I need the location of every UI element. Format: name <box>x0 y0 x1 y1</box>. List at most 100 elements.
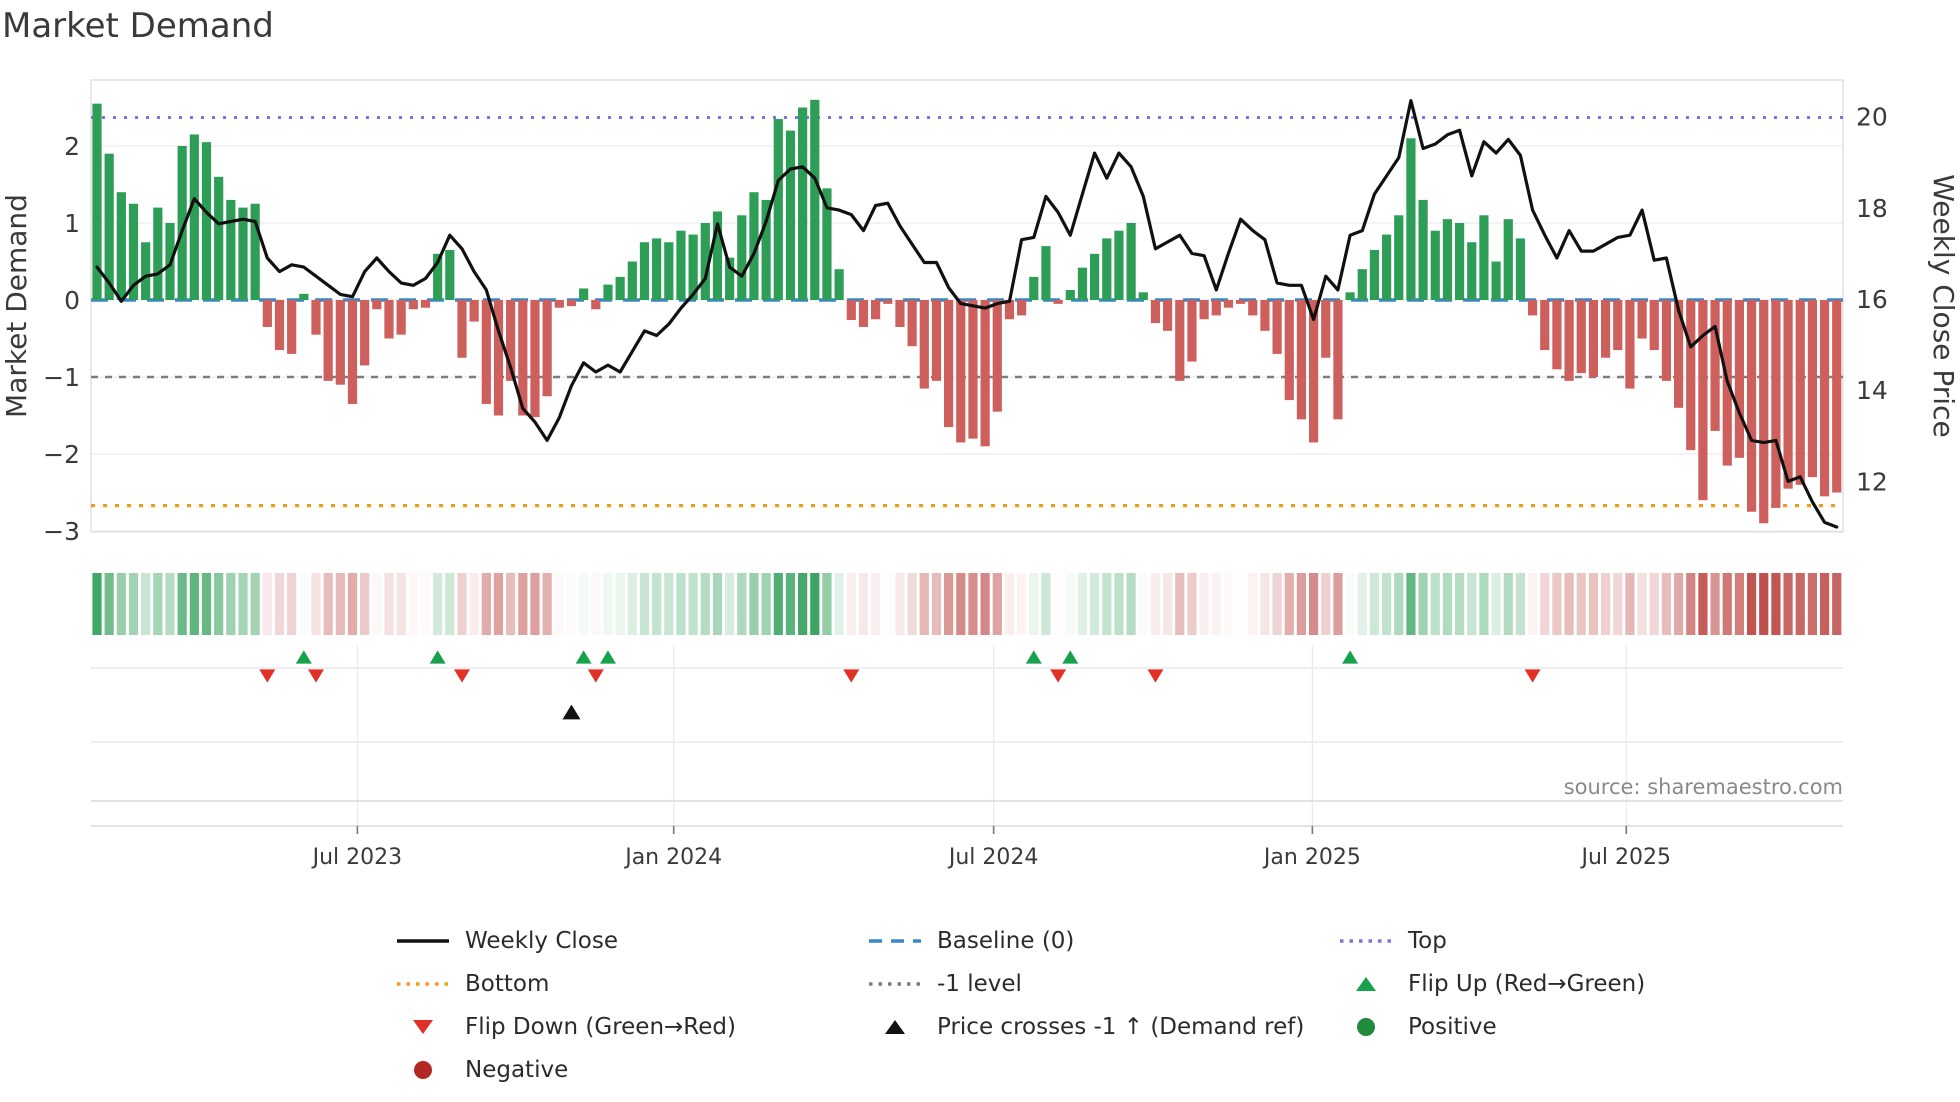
heatmap-cell <box>1722 573 1732 635</box>
demand-bar-positive <box>798 107 808 300</box>
demand-bar-negative <box>1600 300 1611 358</box>
demand-bar-positive <box>153 207 163 300</box>
demand-bar-positive <box>250 203 260 300</box>
heatmap-cell <box>1783 573 1793 635</box>
heatmap-cell <box>1686 573 1696 635</box>
demand-bar-positive <box>1454 223 1465 300</box>
demand-bar-positive <box>1102 238 1112 300</box>
heatmap-cell <box>189 573 199 635</box>
demand-bar-negative <box>481 300 491 404</box>
heatmap-cell <box>749 573 759 635</box>
heatmap-cell <box>1600 573 1611 635</box>
heatmap-cell <box>214 573 224 635</box>
demand-bar-negative <box>1248 300 1258 316</box>
demand-bar-positive <box>579 288 589 300</box>
demand-bar-negative <box>1576 300 1586 374</box>
heatmap-cell <box>335 573 345 635</box>
demand-bar-negative <box>1734 300 1745 458</box>
legend-label: Positive <box>1408 1014 1497 1040</box>
heatmap-cell <box>177 573 187 635</box>
heatmap-cell <box>1795 573 1805 635</box>
demand-bars <box>92 99 1842 524</box>
demand-bar-negative <box>591 300 601 310</box>
heatmap-cell <box>1832 573 1842 635</box>
source-text: source: sharemaestro.com <box>1564 775 1843 799</box>
right-axis-tick-label: 18 <box>1856 194 1888 223</box>
heatmap-cell <box>250 573 260 635</box>
heatmap-cell <box>1661 573 1672 635</box>
heatmap-cell <box>92 573 102 635</box>
demand-bar-negative <box>1163 300 1173 331</box>
demand-bar-negative <box>360 300 370 366</box>
heatmap-cell <box>481 573 491 635</box>
demand-bar-negative <box>384 300 394 339</box>
demand-bar-positive <box>128 203 139 300</box>
demand-bar-positive <box>1394 215 1404 300</box>
demand-bar-negative <box>1564 300 1574 381</box>
heatmap-cell <box>1454 573 1465 635</box>
demand-bar-positive <box>116 192 126 300</box>
heatmap-cell <box>1357 573 1367 635</box>
demand-bar-negative <box>1625 300 1635 389</box>
x-tick-label: Jan 2025 <box>1262 845 1361 870</box>
heatmap-cell <box>1503 573 1513 635</box>
demand-bar-negative <box>858 300 869 327</box>
demand-bar-positive <box>445 249 455 300</box>
flip-up-marker <box>1025 650 1042 664</box>
heatmap-cell <box>676 573 686 635</box>
heatmap-cell <box>518 573 528 635</box>
flip-down-marker <box>259 669 276 683</box>
heatmap-cell <box>420 573 431 635</box>
demand-bar-negative <box>518 300 528 416</box>
demand-bar-negative <box>944 300 954 428</box>
demand-bar-negative <box>907 300 917 347</box>
heatmap-cell <box>1491 573 1501 635</box>
demand-bar-positive <box>1503 219 1513 300</box>
demand-bar-positive <box>1467 242 1477 300</box>
heatmap-cell <box>128 573 139 635</box>
legend-swatch-tri-up-icon <box>1356 977 1376 991</box>
heatmap-cell <box>530 573 540 635</box>
heatmap-cell <box>1248 573 1258 635</box>
heatmap-cell <box>311 573 321 635</box>
heatmap-cell <box>1613 573 1623 635</box>
heatmap-cell <box>1211 573 1221 635</box>
heatmap-cell <box>1114 573 1124 635</box>
main-plot-border <box>90 79 1844 533</box>
demand-bar-positive <box>615 276 625 300</box>
demand-bar-negative <box>1296 300 1307 420</box>
demand-bar-positive <box>1077 267 1088 300</box>
flip-up-marker <box>599 650 616 664</box>
left-axis-tick-label: −1 <box>43 363 80 392</box>
heatmap-cell <box>1759 573 1769 635</box>
demand-bar-positive <box>299 293 309 300</box>
legend-item: -1 level <box>867 970 1022 998</box>
heatmap-cell <box>384 573 394 635</box>
demand-heatmap <box>92 573 1842 635</box>
heatmap-cell <box>554 573 564 635</box>
demand-bar-positive <box>773 119 783 300</box>
demand-bar-positive <box>664 242 674 300</box>
demand-bar-positive <box>700 223 710 300</box>
demand-bar-positive <box>1029 276 1039 300</box>
demand-bar-negative <box>1807 300 1818 478</box>
x-tick-label: Jul 2024 <box>947 845 1039 870</box>
legend-swatch-shape <box>885 1020 905 1034</box>
flip-down-marker <box>453 669 470 683</box>
heatmap-cell <box>396 573 406 635</box>
heatmap-cell <box>737 573 747 635</box>
heatmap-cell <box>1077 573 1088 635</box>
demand-bar-negative <box>469 300 479 322</box>
heatmap-cell <box>408 573 418 635</box>
demand-bar-negative <box>1321 300 1331 358</box>
demand-bar-negative <box>1819 300 1830 497</box>
demand-bar-positive <box>822 188 832 300</box>
heatmap-cell <box>445 573 455 635</box>
legend-label: Flip Down (Green→Red) <box>465 1014 736 1040</box>
heatmap-cell <box>1284 573 1294 635</box>
heatmap-cell <box>116 573 126 635</box>
page-title: Market Demand <box>2 6 274 46</box>
heatmap-cell <box>1552 573 1562 635</box>
demand-bar-negative <box>895 300 905 327</box>
demand-bar-positive <box>652 238 662 300</box>
